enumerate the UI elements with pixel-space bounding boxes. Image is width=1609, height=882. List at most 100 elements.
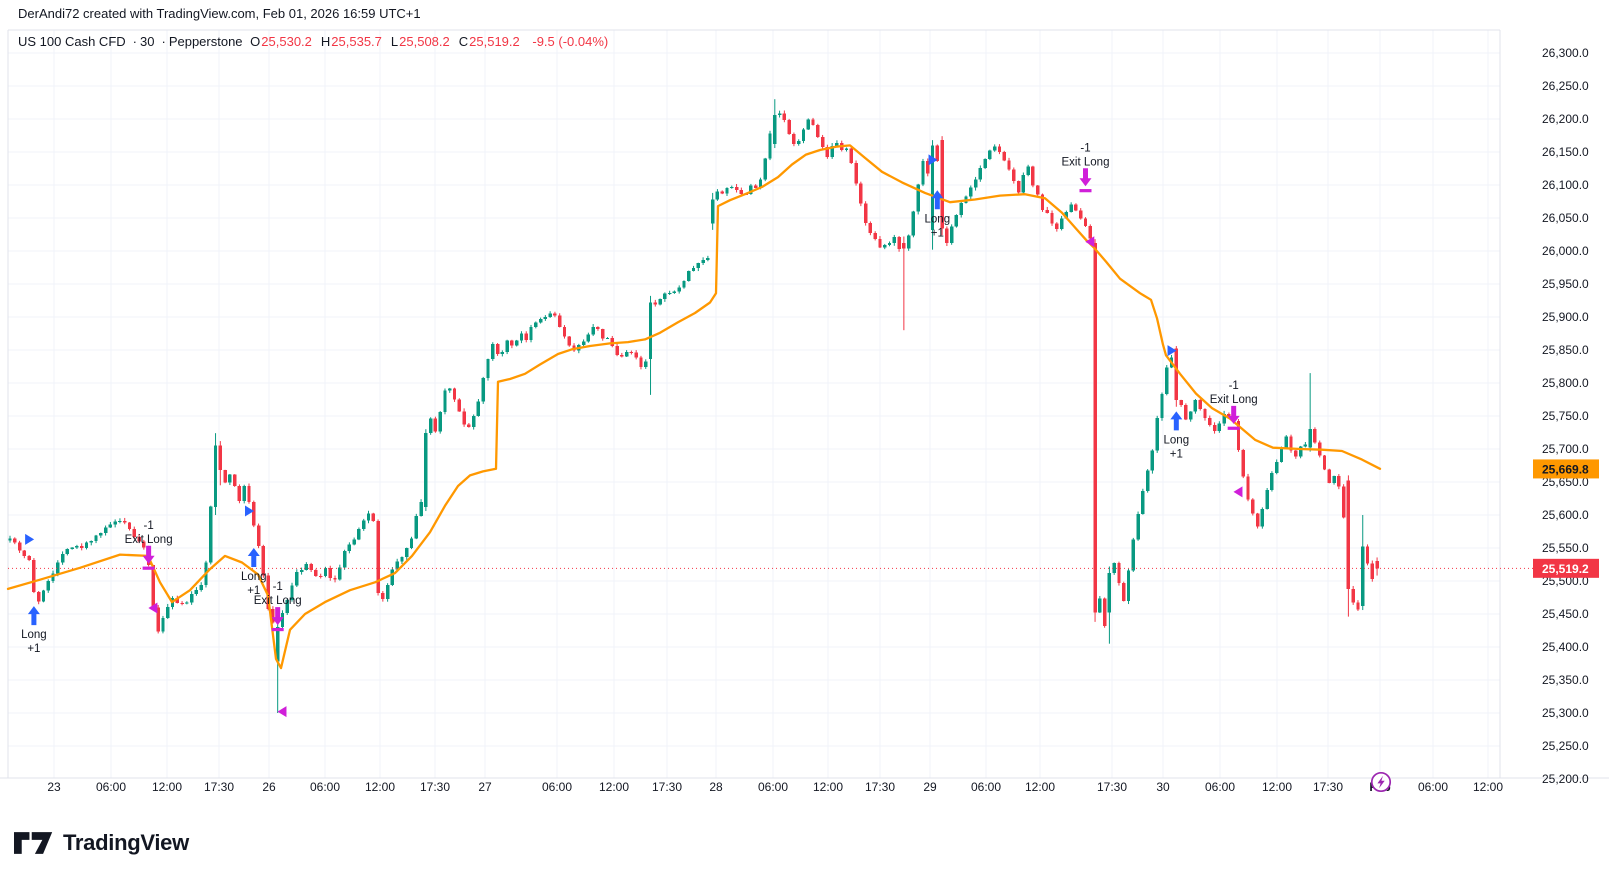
sell-signal-triangle-icon[interactable] xyxy=(277,706,287,718)
candle-body xyxy=(710,199,715,224)
candle-body xyxy=(538,318,543,323)
candle-body xyxy=(930,145,935,230)
candle-body xyxy=(108,524,113,528)
candle-body xyxy=(199,585,203,591)
time-axis-label: 26 xyxy=(262,780,276,794)
candle-body xyxy=(1050,213,1054,224)
lightning-badge[interactable] xyxy=(1370,771,1392,793)
long-entry-marker[interactable]: Long +1 xyxy=(21,606,47,655)
candle-body xyxy=(883,244,887,248)
candle-body xyxy=(32,559,36,592)
time-axis-label: 17:30 xyxy=(865,780,895,794)
candle-body xyxy=(46,581,50,591)
candle-body xyxy=(22,550,27,556)
candle-body xyxy=(338,567,342,580)
candle-body xyxy=(892,236,896,244)
interval-label[interactable]: 30 xyxy=(140,34,155,49)
candle-body xyxy=(433,418,438,432)
time-axis[interactable]: 23 06:00 12:00 17:30 26 06:00 12:00 17:30 27 06:0… xyxy=(47,780,1503,794)
candle-body xyxy=(926,160,930,174)
time-axis-label: 17:30 xyxy=(1313,780,1343,794)
price-axis-label: 25,750.0 xyxy=(1542,409,1589,423)
symbol-name[interactable]: US 100 Cash CFD xyxy=(18,34,126,49)
candle-body xyxy=(514,340,519,346)
candle-body xyxy=(916,184,920,212)
candle-body xyxy=(997,146,1002,152)
buy-signal-triangle-icon[interactable] xyxy=(1167,345,1177,357)
candle-body xyxy=(1227,413,1231,417)
exit-bar-icon xyxy=(1079,189,1092,193)
candle-body xyxy=(558,315,562,327)
candle-body xyxy=(906,235,911,249)
candle-body xyxy=(151,565,156,608)
ma-value-tag: 25,669.8 xyxy=(1533,459,1599,479)
exit-long-marker[interactable]: Exit Long -1 xyxy=(254,581,302,632)
price-axis-label: 25,400.0 xyxy=(1542,640,1589,654)
candle-body xyxy=(887,243,892,245)
candle-body xyxy=(1332,475,1336,483)
candle-body xyxy=(371,513,375,521)
price-axis-label: 26,100.0 xyxy=(1542,178,1589,192)
exit-long-marker[interactable]: Exit Long -1 xyxy=(125,520,173,570)
candle-body xyxy=(658,299,662,305)
sell-signal-triangle-icon[interactable] xyxy=(1233,486,1243,498)
arrow-down-icon xyxy=(1227,405,1240,424)
price-axis-label: 26,250.0 xyxy=(1542,79,1589,93)
long-entry-marker[interactable]: Long +1 xyxy=(241,548,267,597)
sell-signal-triangle-icon[interactable] xyxy=(148,602,158,614)
candle-body xyxy=(969,187,973,197)
buy-signal-triangle-icon[interactable] xyxy=(245,505,254,517)
candle-body xyxy=(127,522,132,529)
arrow-up-icon xyxy=(27,606,40,626)
candle-body xyxy=(261,545,266,576)
change-value: -9.5 (-0.04%) xyxy=(532,34,609,49)
candle-body xyxy=(1141,490,1145,514)
exit-long-marker[interactable]: Exit Long -1 xyxy=(1062,142,1110,193)
candle-body xyxy=(1203,409,1207,418)
candle-body xyxy=(739,189,744,194)
price-axis-label: 26,300.0 xyxy=(1542,46,1589,60)
buy-signal-triangle-icon[interactable] xyxy=(25,533,35,545)
time-axis-label: 06:00 xyxy=(758,780,788,794)
candle-body xyxy=(897,236,901,250)
candle-body xyxy=(1270,472,1274,491)
candle-body xyxy=(161,617,165,632)
candle-body xyxy=(624,352,629,357)
price-axis-label: 25,800.0 xyxy=(1542,376,1589,390)
tradingview-logo[interactable]: TradingView xyxy=(14,830,189,856)
sell-signal-triangle-icon[interactable] xyxy=(1085,236,1095,248)
price-axis-label: 25,600.0 xyxy=(1542,508,1589,522)
candle-body xyxy=(973,179,978,188)
exit-long-marker[interactable]: Exit Long -1 xyxy=(1210,380,1258,430)
candle-body xyxy=(1251,499,1255,514)
candle-body xyxy=(385,584,390,599)
candle-body xyxy=(734,186,739,190)
candle-body xyxy=(1117,563,1121,583)
candle-body xyxy=(185,602,189,604)
marker-label: Exit Long xyxy=(1210,394,1258,406)
candle-body xyxy=(123,520,127,523)
price-axis-label: 25,450.0 xyxy=(1542,607,1589,621)
time-axis-label: 06:00 xyxy=(1205,780,1235,794)
long-entry-marker[interactable]: Long +1 xyxy=(925,190,951,239)
exit-bar-icon xyxy=(271,627,284,632)
price-axis[interactable]: 26,300.0 26,250.0 26,200.0 26,150.0 26,100.0… xyxy=(1533,46,1599,786)
time-axis-label: 06:00 xyxy=(96,780,126,794)
long-entry-marker[interactable]: Long +1 xyxy=(1164,411,1190,460)
open-label: O xyxy=(250,34,261,49)
candle-body xyxy=(1275,461,1279,473)
marker-label: -1 xyxy=(1229,380,1239,392)
candle-body xyxy=(1069,204,1073,213)
buy-signal-triangle-icon[interactable] xyxy=(928,154,938,166)
time-axis-label: 06:00 xyxy=(542,780,572,794)
chart-legend: US 100 Cash CFD · 30 · Pepperstone O25,530.2… xyxy=(18,34,612,49)
candle-body xyxy=(237,486,242,501)
candle-body xyxy=(878,238,882,248)
candle-body xyxy=(1174,348,1179,401)
candle-body xyxy=(1007,160,1011,170)
candle-body xyxy=(1255,513,1260,527)
candle-body xyxy=(1337,475,1341,487)
pane-border xyxy=(0,29,1609,779)
candles[interactable] xyxy=(8,99,1379,713)
